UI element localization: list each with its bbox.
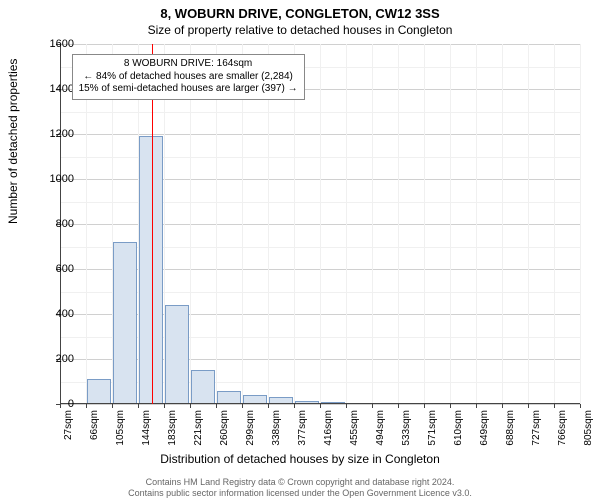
histogram-bar <box>217 391 241 405</box>
histogram-bar <box>165 305 189 404</box>
histogram-bar <box>87 379 111 404</box>
annotation-line: ← 84% of detached houses are smaller (2,… <box>79 71 298 84</box>
annotation-line: 15% of semi-detached houses are larger (… <box>79 83 298 96</box>
y-tick-label: 200 <box>34 353 74 365</box>
x-tick-mark <box>268 404 269 408</box>
x-tick-label: 533sqm <box>401 410 412 470</box>
annotation-box: 8 WOBURN DRIVE: 164sqm← 84% of detached … <box>72 54 305 100</box>
x-tick-mark <box>450 404 451 408</box>
y-tick-label: 1200 <box>34 128 74 140</box>
x-tick-label: 416sqm <box>323 410 334 470</box>
grid-line <box>580 44 581 404</box>
x-tick-label: 688sqm <box>505 410 516 470</box>
x-tick-mark <box>424 404 425 408</box>
x-tick-mark <box>580 404 581 408</box>
footer-line: Contains HM Land Registry data © Crown c… <box>0 477 600 487</box>
x-tick-mark <box>346 404 347 408</box>
x-tick-label: 494sqm <box>375 410 386 470</box>
y-tick-label: 1600 <box>34 38 74 50</box>
x-tick-label: 455sqm <box>349 410 360 470</box>
footer-attribution: Contains HM Land Registry data © Crown c… <box>0 477 600 498</box>
y-tick-label: 0 <box>34 398 74 410</box>
grid-line <box>346 44 347 404</box>
x-tick-label: 144sqm <box>141 410 152 470</box>
x-tick-label: 805sqm <box>583 410 594 470</box>
x-tick-label: 766sqm <box>557 410 568 470</box>
chart-container: 8, WOBURN DRIVE, CONGLETON, CW12 3SS Siz… <box>0 0 600 500</box>
x-tick-label: 221sqm <box>193 410 204 470</box>
x-tick-mark <box>372 404 373 408</box>
x-tick-mark <box>112 404 113 408</box>
x-tick-mark <box>86 404 87 408</box>
x-tick-label: 727sqm <box>531 410 542 470</box>
x-tick-mark <box>554 404 555 408</box>
x-tick-mark <box>528 404 529 408</box>
y-axis-title: Number of detached properties <box>6 59 20 224</box>
x-tick-mark <box>216 404 217 408</box>
x-tick-label: 105sqm <box>115 410 126 470</box>
x-tick-label: 610sqm <box>453 410 464 470</box>
grid-line <box>476 44 477 404</box>
y-tick-label: 1400 <box>34 83 74 95</box>
grid-line <box>502 44 503 404</box>
x-tick-label: 183sqm <box>167 410 178 470</box>
x-tick-mark <box>320 404 321 408</box>
chart-subtitle: Size of property relative to detached ho… <box>0 21 600 41</box>
grid-line <box>372 44 373 404</box>
grid-line <box>424 44 425 404</box>
grid-line <box>398 44 399 404</box>
x-tick-mark <box>294 404 295 408</box>
histogram-bar <box>191 370 215 404</box>
histogram-bar <box>113 242 137 404</box>
grid-line <box>554 44 555 404</box>
y-tick-label: 400 <box>34 308 74 320</box>
annotation-line: 8 WOBURN DRIVE: 164sqm <box>79 58 298 71</box>
x-tick-label: 649sqm <box>479 410 490 470</box>
x-tick-mark <box>398 404 399 408</box>
x-tick-label: 66sqm <box>89 410 100 470</box>
x-tick-mark <box>190 404 191 408</box>
y-tick-label: 600 <box>34 263 74 275</box>
grid-line <box>320 44 321 404</box>
x-tick-label: 299sqm <box>245 410 256 470</box>
x-tick-label: 377sqm <box>297 410 308 470</box>
chart-title: 8, WOBURN DRIVE, CONGLETON, CW12 3SS <box>0 0 600 21</box>
x-tick-mark <box>138 404 139 408</box>
grid-line <box>450 44 451 404</box>
x-axis-line <box>60 403 580 404</box>
x-tick-mark <box>476 404 477 408</box>
x-tick-label: 571sqm <box>427 410 438 470</box>
x-tick-mark <box>164 404 165 408</box>
x-tick-mark <box>242 404 243 408</box>
x-tick-label: 260sqm <box>219 410 230 470</box>
y-tick-label: 1000 <box>34 173 74 185</box>
x-tick-label: 27sqm <box>63 410 74 470</box>
grid-line <box>528 44 529 404</box>
x-tick-mark <box>502 404 503 408</box>
x-tick-label: 338sqm <box>271 410 282 470</box>
footer-line: Contains public sector information licen… <box>0 488 600 498</box>
y-tick-label: 800 <box>34 218 74 230</box>
